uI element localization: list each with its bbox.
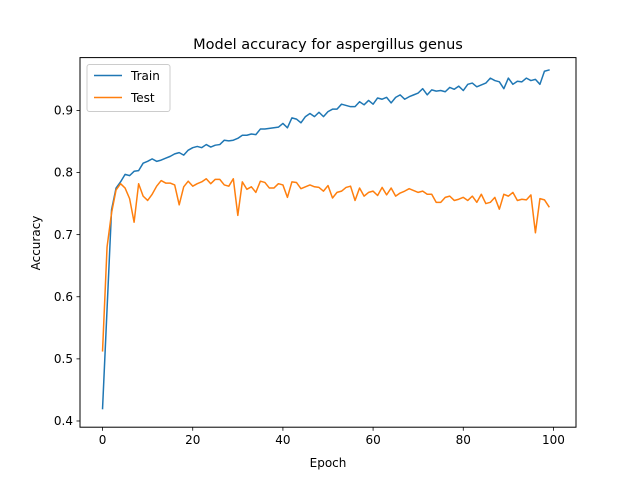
legend: Train Test (86, 64, 171, 112)
x-tick-label: 80 (456, 433, 471, 447)
x-tick-label: 0 (99, 433, 107, 447)
x-tick-label: 20 (185, 433, 200, 447)
legend-label-test: Test (130, 91, 155, 105)
chart-title: Model accuracy for aspergillus genus (193, 37, 463, 53)
y-tick-label: 0.8 (54, 166, 73, 180)
x-tick-label: 100 (542, 433, 565, 447)
y-tick-label: 0.9 (54, 104, 73, 118)
series-line-train (101, 69, 550, 410)
y-axis-label: Accuracy (29, 216, 43, 271)
x-tick-label: 60 (365, 433, 380, 447)
y-tick-label: 0.6 (54, 290, 73, 304)
y-tick-label: 0.5 (54, 352, 73, 366)
y-axis: 0.4 0.5 0.6 0.7 0.8 0.9 (54, 104, 80, 428)
y-tick-label: 0.4 (54, 414, 73, 428)
plot-area (101, 69, 550, 410)
x-axis-label: Epoch (310, 456, 347, 470)
series-line-test (101, 177, 550, 352)
legend-label-train: Train (130, 69, 160, 83)
y-tick-label: 0.7 (54, 228, 73, 242)
x-tick-label: 40 (275, 433, 290, 447)
axes-frame (79, 57, 577, 428)
x-axis: 0 20 40 60 80 100 (99, 427, 565, 447)
